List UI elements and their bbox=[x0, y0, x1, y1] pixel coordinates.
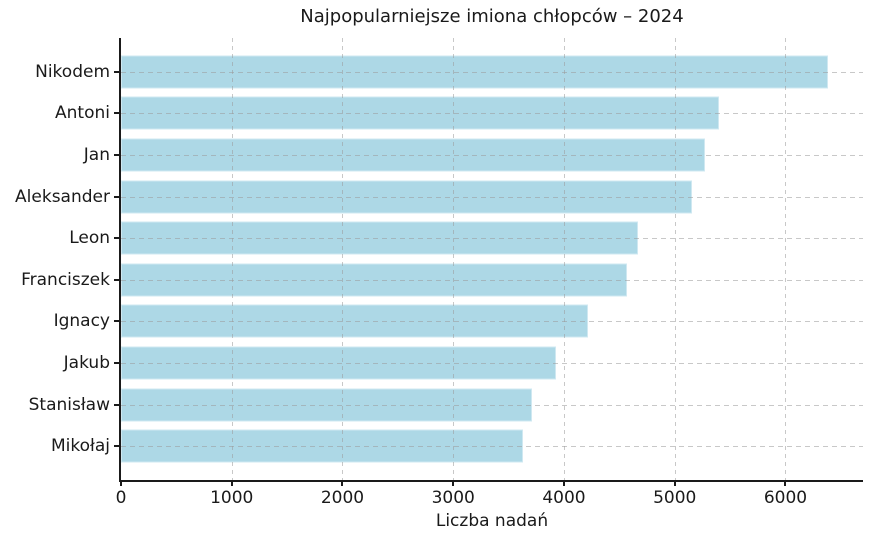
y-tick-slot bbox=[114, 93, 119, 135]
y-tick-slot bbox=[114, 134, 119, 176]
y-tick-mark bbox=[114, 445, 119, 448]
y-tick-slot bbox=[114, 51, 119, 93]
x-tick-mark bbox=[230, 480, 233, 486]
x-tick-mark bbox=[562, 480, 565, 486]
x-tick-mark bbox=[784, 480, 787, 486]
bars-container bbox=[121, 38, 863, 480]
horizontal-gridline bbox=[121, 71, 863, 73]
bar-row bbox=[121, 259, 863, 301]
y-tick-slot bbox=[114, 384, 119, 426]
bar-row bbox=[121, 301, 863, 343]
horizontal-gridline bbox=[121, 154, 863, 156]
y-tick-mark bbox=[114, 153, 119, 156]
horizontal-gridline bbox=[121, 238, 863, 240]
vertical-gridline bbox=[563, 38, 565, 480]
y-axis-labels: Nikodem Antoni Jan Aleksander Leon Franciszek… bbox=[0, 38, 110, 480]
y-axis-label: Ignacy bbox=[53, 311, 110, 332]
y-tick-slot bbox=[114, 259, 119, 301]
x-tick-label: 3000 bbox=[431, 488, 475, 508]
bar-row bbox=[121, 425, 863, 467]
y-axis-label: Stanisław bbox=[28, 394, 110, 415]
horizontal-gridline bbox=[121, 446, 863, 448]
x-tick-mark bbox=[120, 480, 122, 486]
bar-row bbox=[121, 134, 863, 176]
vertical-gridline bbox=[453, 38, 455, 480]
y-tick-slot bbox=[114, 425, 119, 467]
horizontal-gridline bbox=[121, 279, 863, 281]
y-axis-ticks bbox=[114, 38, 119, 480]
horizontal-gridline bbox=[121, 196, 863, 198]
x-tick-mark bbox=[341, 480, 344, 486]
horizontal-gridline bbox=[121, 321, 863, 323]
y-tick-slot bbox=[114, 301, 119, 343]
y-axis-label: Antoni bbox=[55, 103, 110, 124]
bar-row bbox=[121, 93, 863, 135]
x-axis-tick-labels: 0 1000 2000 3000 4000 5000 6000 bbox=[116, 488, 863, 508]
x-tick-label: 1000 bbox=[210, 488, 254, 508]
vertical-gridline bbox=[785, 38, 787, 480]
plot-area bbox=[119, 38, 863, 482]
y-tick-mark bbox=[114, 278, 119, 281]
y-tick-mark bbox=[114, 70, 119, 73]
x-tick-mark bbox=[452, 480, 455, 486]
x-axis-ticks bbox=[120, 480, 863, 486]
x-tick-label: 2000 bbox=[320, 488, 365, 508]
vertical-gridline bbox=[674, 38, 676, 480]
y-tick-slot bbox=[114, 342, 119, 384]
vertical-gridlines bbox=[121, 38, 863, 480]
x-axis-line bbox=[119, 480, 863, 482]
y-tick-mark bbox=[114, 195, 119, 198]
chart-title: Najpopularniejsze imiona chłopców – 2024 bbox=[300, 6, 684, 27]
vertical-gridline bbox=[231, 38, 233, 480]
bar-row bbox=[121, 217, 863, 259]
y-tick-mark bbox=[114, 403, 119, 406]
y-axis-label: Jan bbox=[83, 144, 110, 165]
y-tick-mark bbox=[114, 361, 119, 364]
y-tick-slot bbox=[114, 217, 119, 259]
bar-row bbox=[121, 176, 863, 218]
x-axis-title: Liczba nadań bbox=[435, 511, 549, 531]
horizontal-gridline bbox=[121, 113, 863, 115]
bar-row bbox=[121, 51, 863, 93]
vertical-gridline bbox=[342, 38, 344, 480]
y-tick-slot bbox=[114, 176, 119, 218]
bar-row bbox=[121, 342, 863, 384]
y-axis-label: Mikołaj bbox=[50, 436, 110, 457]
x-tick-label: 5000 bbox=[653, 488, 697, 508]
y-tick-mark bbox=[114, 237, 119, 240]
x-tick-label: 4000 bbox=[542, 488, 586, 508]
y-tick-mark bbox=[114, 112, 119, 115]
horizontal-gridline bbox=[121, 362, 863, 364]
x-tick-mark bbox=[673, 480, 676, 486]
bar-row bbox=[121, 384, 863, 426]
y-tick-mark bbox=[114, 320, 119, 323]
y-axis-line bbox=[119, 38, 121, 482]
y-axis-label: Jakub bbox=[63, 352, 110, 373]
x-tick-label: 0 bbox=[115, 488, 127, 508]
horizontal-gridline bbox=[121, 404, 863, 406]
y-axis-label: Nikodem bbox=[35, 61, 110, 82]
y-axis-label: Aleksander bbox=[15, 186, 110, 207]
x-tick-label: 6000 bbox=[763, 488, 808, 508]
y-axis-label: Leon bbox=[69, 228, 110, 249]
y-axis-label: Franciszek bbox=[21, 269, 110, 290]
